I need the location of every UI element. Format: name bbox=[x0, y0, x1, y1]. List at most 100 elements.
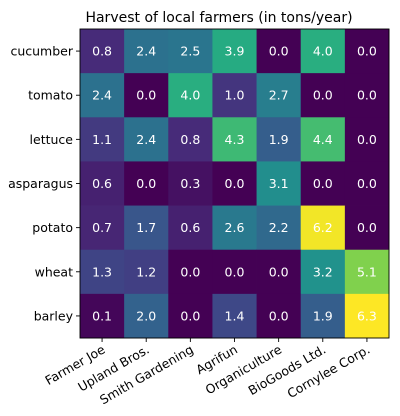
heatmap-cell bbox=[212, 29, 257, 74]
heatmap-cell bbox=[124, 73, 169, 118]
heatmap-cell bbox=[124, 117, 169, 162]
cell-value-label: 0.1 bbox=[92, 308, 112, 323]
cell-value-label: 0.0 bbox=[269, 308, 289, 323]
cell-value-label: 2.4 bbox=[92, 88, 112, 103]
heatmap-cell bbox=[124, 161, 169, 206]
y-tick-label: lettuce bbox=[30, 132, 74, 147]
cell-value-label: 0.0 bbox=[357, 220, 377, 235]
cell-value-label: 4.0 bbox=[313, 44, 333, 59]
cell-value-label: 0.0 bbox=[225, 176, 245, 191]
heatmap-cell bbox=[300, 73, 346, 118]
heatmap-cell bbox=[168, 249, 213, 295]
cell-value-label: 2.4 bbox=[136, 132, 156, 147]
cell-value-label: 0.0 bbox=[357, 176, 377, 191]
cell-value-label: 6.2 bbox=[313, 220, 333, 235]
cell-value-label: 0.0 bbox=[357, 132, 377, 147]
heatmap-cell bbox=[256, 293, 302, 339]
cell-value-label: 0.8 bbox=[92, 44, 112, 59]
cell-value-label: 2.7 bbox=[269, 88, 289, 103]
cell-value-label: 0.0 bbox=[313, 88, 333, 103]
heatmap-cell bbox=[300, 117, 346, 162]
plot-frame bbox=[79, 28, 390, 339]
heatmap-cell bbox=[344, 249, 390, 295]
heatmap-cell bbox=[256, 29, 302, 74]
cell-value-label: 1.4 bbox=[225, 308, 245, 323]
cell-value-label: 5.1 bbox=[357, 264, 377, 279]
heatmap-cell bbox=[300, 161, 346, 206]
cell-value-label: 0.0 bbox=[269, 44, 289, 59]
y-tick-label: asparagus bbox=[8, 176, 73, 191]
cell-value-label: 0.7 bbox=[92, 220, 112, 235]
heatmap-cell bbox=[300, 249, 346, 295]
cell-value-label: 0.0 bbox=[136, 88, 156, 103]
cell-value-label: 0.0 bbox=[180, 308, 200, 323]
heatmap-cell bbox=[80, 161, 125, 206]
cell-value-label: 2.5 bbox=[180, 44, 200, 59]
heatmap-cell bbox=[124, 249, 169, 295]
heatmap-cell bbox=[80, 249, 125, 295]
heatmap-cell bbox=[80, 293, 125, 339]
heatmap-cell bbox=[344, 73, 390, 118]
cell-value-label: 0.8 bbox=[180, 132, 200, 147]
heatmap-cell bbox=[168, 29, 213, 74]
heatmap-cell bbox=[212, 73, 257, 118]
heatmap-cell bbox=[344, 29, 390, 74]
heatmap-cell bbox=[124, 293, 169, 339]
heatmap-cell bbox=[168, 205, 213, 251]
cell-value-label: 1.3 bbox=[92, 264, 112, 279]
heatmap-cell bbox=[168, 161, 213, 206]
cell-value-label: 3.1 bbox=[269, 176, 289, 191]
heatmap-cell bbox=[256, 161, 302, 206]
heatmap-cell bbox=[300, 293, 346, 339]
cell-value-label: 1.0 bbox=[225, 88, 245, 103]
cell-value-label: 0.0 bbox=[225, 264, 245, 279]
heatmap-cell bbox=[344, 161, 390, 206]
heatmap-cell bbox=[256, 249, 302, 295]
cell-value-label: 4.3 bbox=[225, 132, 245, 147]
heatmap-cell bbox=[124, 205, 169, 251]
cell-value-label: 0.6 bbox=[92, 176, 112, 191]
cell-value-label: 2.0 bbox=[136, 308, 156, 323]
cell-value-labels: 0.8 2.4 2.5 3.9 0.0 4.0 0.0 2.4 0.0 4.0 1.0 2.7 0.0 0… bbox=[92, 44, 377, 324]
heatmap-cell bbox=[80, 29, 125, 74]
heatmap-cell bbox=[80, 73, 125, 118]
y-tick-label: potato bbox=[32, 220, 73, 235]
y-tick-label: barley bbox=[34, 308, 74, 323]
cell-value-label: 2.4 bbox=[136, 44, 156, 59]
heatmap-cell bbox=[300, 205, 346, 251]
heatmap-cell bbox=[80, 117, 125, 162]
cell-value-label: 1.2 bbox=[136, 264, 156, 279]
cell-value-label: 0.6 bbox=[180, 220, 200, 235]
cell-value-label: 1.1 bbox=[92, 132, 112, 147]
heatmap-cell bbox=[344, 293, 390, 339]
heatmap-cell bbox=[168, 293, 213, 339]
heatmap-cell bbox=[256, 205, 302, 251]
heatmap-cell bbox=[300, 29, 346, 74]
cell-value-label: 1.9 bbox=[313, 308, 333, 323]
heatmap-cell bbox=[168, 73, 213, 118]
cell-value-label: 0.0 bbox=[357, 88, 377, 103]
heatmap-cell bbox=[256, 73, 302, 118]
heatmap-cell bbox=[212, 161, 257, 206]
heatmap-cell bbox=[124, 29, 169, 74]
cell-value-label: 6.3 bbox=[357, 308, 377, 323]
y-tick-label: tomato bbox=[28, 88, 73, 103]
cell-value-label: 1.7 bbox=[136, 220, 156, 235]
heatmap-cell bbox=[212, 249, 257, 295]
cell-value-label: 3.2 bbox=[313, 264, 333, 279]
heatmap-cell bbox=[212, 117, 257, 162]
cell-value-label: 2.6 bbox=[225, 220, 245, 235]
y-tick-label: wheat bbox=[35, 264, 73, 279]
cell-value-label: 0.0 bbox=[269, 264, 289, 279]
cell-value-label: 1.9 bbox=[269, 132, 289, 147]
chart-title: Harvest of local farmers (in tons/year) bbox=[85, 10, 352, 26]
heatmap-cell bbox=[212, 293, 257, 339]
cell-value-label: 4.0 bbox=[180, 88, 200, 103]
cell-value-label: 4.4 bbox=[313, 132, 333, 147]
y-axis-ticks: cucumber tomato lettuce asparagus potato whea… bbox=[8, 44, 80, 323]
heatmap-cell bbox=[212, 205, 257, 251]
heatmap-cell bbox=[256, 117, 302, 162]
cell-value-label: 0.0 bbox=[357, 44, 377, 59]
cell-value-label: 0.3 bbox=[180, 176, 200, 191]
